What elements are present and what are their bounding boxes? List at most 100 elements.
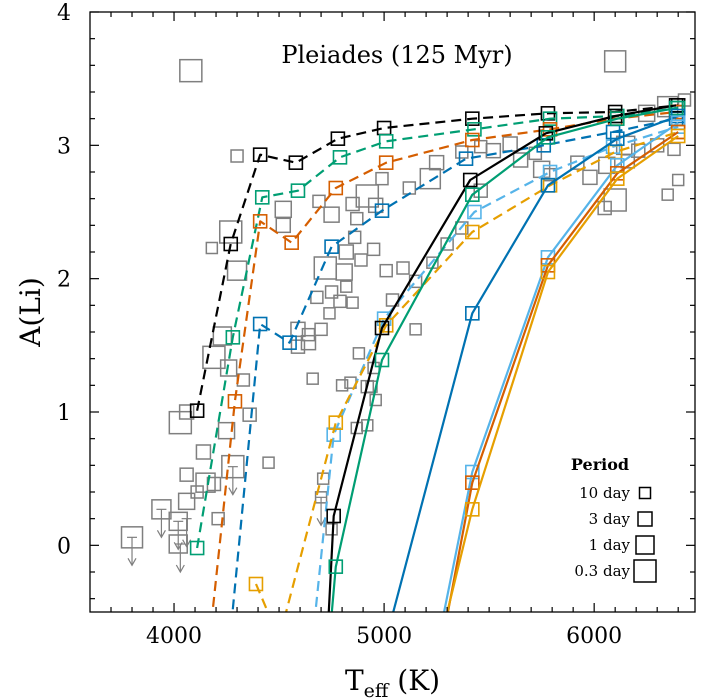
model-point-marker <box>467 122 482 137</box>
observed-star-marker <box>310 290 324 305</box>
legend: Period 10 day 3 day 1 day 0.3 day <box>571 455 657 583</box>
observed-star-marker <box>290 339 306 354</box>
model-point-marker <box>227 394 243 409</box>
observed-star-marker <box>335 379 349 392</box>
observed-star-marker <box>314 322 328 337</box>
model-point-marker <box>225 330 241 345</box>
y-tick-label: 0 <box>57 534 71 559</box>
legend-label: 10 day <box>579 484 630 502</box>
model-line-vermillion-solid <box>446 131 679 612</box>
y-tick-label: 3 <box>57 134 71 159</box>
observed-star-marker <box>355 184 380 208</box>
upper-limit-arrow <box>175 543 186 574</box>
model-line-black-dashed <box>196 104 679 411</box>
model-point-marker <box>465 502 480 517</box>
observed-star-marker <box>313 256 338 280</box>
observed-star-marker <box>179 58 203 83</box>
observed-star-marker <box>369 393 382 407</box>
model-point-marker <box>374 203 390 218</box>
observed-star-marker <box>262 456 275 469</box>
observed-star-marker <box>671 173 685 187</box>
model-point-marker <box>465 132 480 148</box>
observed-star-marker <box>379 263 393 278</box>
plot-frame <box>89 11 696 613</box>
axis-ticks: 4000 5000 6000 0 1 2 3 4 <box>57 1 695 649</box>
model-point-marker <box>326 508 341 524</box>
observed-star-marker <box>375 171 389 186</box>
model-point-marker <box>668 100 684 116</box>
observed-star-marker <box>323 307 336 320</box>
observed-star-marker <box>219 359 238 377</box>
observed-star-marker <box>190 485 204 499</box>
model-point-marker <box>248 576 264 592</box>
model-point-marker <box>374 320 390 336</box>
model-point-marker <box>254 190 270 205</box>
observed-star-marker <box>667 142 681 157</box>
legend-marker <box>635 535 655 555</box>
model-line-blue-dashed <box>231 117 677 610</box>
model-point-marker <box>252 147 268 162</box>
observed-star-marker <box>603 50 627 73</box>
legend-marker <box>637 511 653 527</box>
model-point-marker <box>282 335 297 350</box>
observed-star-marker <box>455 221 469 235</box>
legend-marker <box>638 486 652 500</box>
model-point-marker <box>374 352 390 368</box>
model-point-marker <box>189 540 205 556</box>
legend-title: Period <box>571 455 629 474</box>
observed-star-marker <box>354 253 368 267</box>
x-tick-label: 5000 <box>356 624 412 649</box>
observed-star-marker <box>346 296 359 309</box>
observed-star-marker <box>242 407 257 422</box>
observed-star-marker <box>350 211 364 226</box>
observed-star-marker <box>306 372 319 385</box>
model-point-marker <box>465 224 480 240</box>
x-axis-label-sub: eff <box>364 680 390 700</box>
x-tick-label: 6000 <box>566 624 622 649</box>
model-point-marker <box>252 214 268 229</box>
model-point-marker <box>609 111 625 126</box>
model-point-marker <box>609 131 625 146</box>
observed-star-marker <box>226 260 248 281</box>
x-axis-label-unit: (K) <box>388 664 440 697</box>
observed-star-marker <box>325 523 338 536</box>
model-point-marker <box>540 178 556 193</box>
observed-star-marker <box>603 188 627 212</box>
model-point-marker <box>324 239 339 254</box>
y-tick-label: 2 <box>57 268 71 293</box>
model-point-marker <box>330 131 346 146</box>
observed-star-marker <box>312 194 326 209</box>
upper-limit-arrow <box>181 518 192 548</box>
chart-title: Pleiades (125 Myr) <box>281 41 512 69</box>
observed-star-marker <box>656 95 679 118</box>
observed-star-marker <box>637 104 656 123</box>
model-line-orange-solid <box>446 135 679 612</box>
observed-star-marker <box>473 183 488 198</box>
observed-star-marker <box>345 196 360 212</box>
legend-label: 0.3 day <box>574 562 630 580</box>
observed-star-marker <box>275 217 292 234</box>
observed-star-marker <box>177 492 196 511</box>
model-point-marker <box>465 475 480 490</box>
observed-star-marker <box>402 181 417 195</box>
upper-limit-arrow <box>127 536 138 567</box>
observed-star-marker <box>333 294 347 309</box>
legend-label: 1 day <box>589 536 631 554</box>
observed-star-marker <box>485 142 502 159</box>
model-point-marker <box>223 236 239 252</box>
observed-star-marker <box>212 326 233 346</box>
observed-star-marker <box>323 206 340 223</box>
model-line-skyblue-solid <box>442 121 679 612</box>
upper-limit-arrow <box>316 496 327 527</box>
observed-star-marker <box>661 188 674 201</box>
observed-star-marker <box>202 345 226 370</box>
model-line-black-solid <box>327 104 677 612</box>
model-point-marker <box>540 264 556 280</box>
observed-star-marker <box>274 200 293 219</box>
upper-limit-arrow <box>156 508 167 539</box>
x-tick-label: 4000 <box>146 624 202 649</box>
model-point-marker <box>607 108 623 124</box>
observed-star-marker <box>340 280 353 293</box>
y-tick-label: 1 <box>57 401 71 426</box>
